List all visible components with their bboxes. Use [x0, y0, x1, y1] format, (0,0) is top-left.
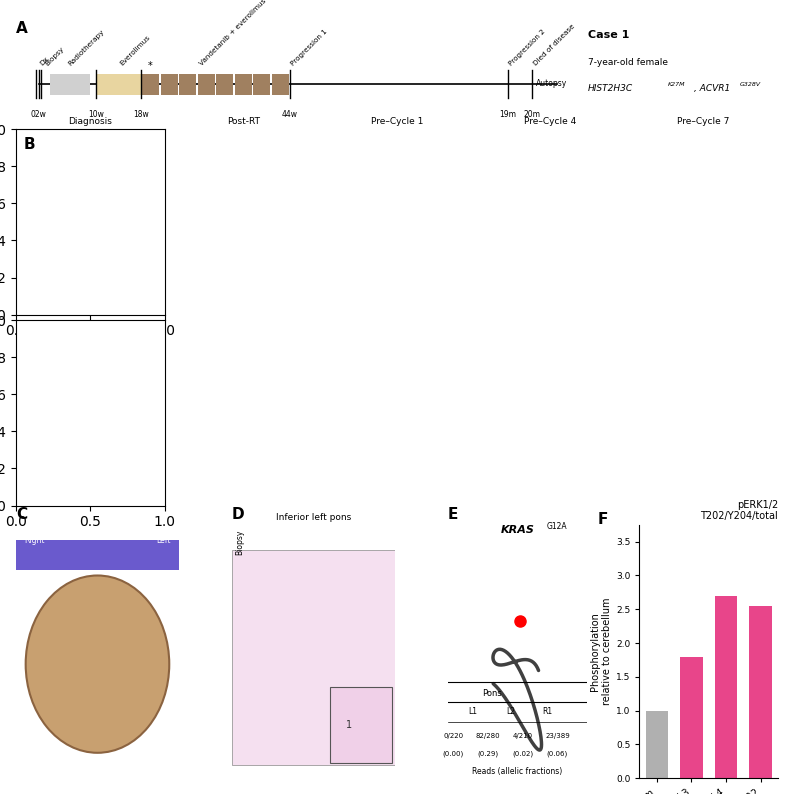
Text: (0.06): (0.06): [547, 750, 568, 757]
Text: ii: ii: [22, 328, 27, 337]
Text: x: x: [635, 328, 641, 337]
Text: A: A: [16, 21, 28, 36]
Text: R1: R1: [542, 707, 553, 716]
Text: F: F: [598, 512, 608, 527]
Text: B: B: [24, 137, 35, 152]
Text: 4/210: 4/210: [513, 733, 533, 738]
Text: , ACVR1: , ACVR1: [694, 83, 730, 93]
Text: Dx: Dx: [39, 56, 50, 67]
Title: pERK1/2
T202/Y204/total: pERK1/2 T202/Y204/total: [700, 499, 778, 522]
Text: Case 1: Case 1: [588, 30, 629, 40]
Text: Pre–Cycle 1: Pre–Cycle 1: [371, 117, 423, 125]
Text: 19m: 19m: [499, 110, 516, 119]
Text: L2: L2: [506, 707, 515, 716]
Bar: [50, 74, 90, 95]
Text: Reads (allelic fractions): Reads (allelic fractions): [472, 766, 562, 776]
Text: Post-RT: Post-RT: [227, 117, 260, 125]
Text: 7-year-old female: 7-year-old female: [588, 58, 668, 67]
Text: v: v: [329, 137, 334, 147]
Ellipse shape: [25, 576, 169, 753]
Text: KRAS: KRAS: [500, 525, 534, 535]
Text: C: C: [16, 507, 27, 522]
Bar: [330, 687, 391, 763]
Text: 23/389: 23/389: [545, 733, 570, 738]
Bar: [272, 74, 289, 95]
Text: Radiotherapy: Radiotherapy: [67, 29, 106, 67]
Bar: [235, 74, 252, 95]
Text: Progression 2: Progression 2: [507, 28, 546, 67]
Text: iii: iii: [175, 137, 183, 147]
Text: Pre–Cycle 4: Pre–Cycle 4: [524, 117, 576, 125]
Text: L1: L1: [468, 707, 477, 716]
Text: 1: 1: [346, 720, 353, 730]
Text: Progression 1: Progression 1: [290, 28, 328, 67]
Bar: [16, 540, 179, 570]
Text: Vandetanib + everolimus: Vandetanib + everolimus: [198, 0, 268, 67]
Text: 0/220: 0/220: [443, 733, 464, 738]
Text: 10w: 10w: [88, 110, 104, 119]
Text: (0.00): (0.00): [443, 750, 464, 757]
Text: 02w: 02w: [31, 110, 47, 119]
Text: Everolimus: Everolimus: [118, 34, 151, 67]
Text: HIST2H3C: HIST2H3C: [588, 83, 633, 93]
Text: ix: ix: [635, 137, 644, 147]
Y-axis label: Phosphorylation
relative to cerebellum: Phosphorylation relative to cerebellum: [590, 598, 612, 705]
Bar: [715, 596, 738, 778]
Text: i: i: [22, 137, 25, 147]
Bar: [179, 74, 196, 95]
Bar: [96, 74, 141, 95]
Text: Diagnosis: Diagnosis: [68, 117, 112, 125]
Bar: [160, 74, 178, 95]
Bar: [750, 606, 772, 778]
Text: viii: viii: [482, 328, 496, 337]
Bar: [216, 74, 233, 95]
Bar: [232, 550, 395, 765]
Text: Inferior left pons: Inferior left pons: [276, 513, 351, 522]
Text: 20m: 20m: [524, 110, 541, 119]
Text: iv: iv: [175, 328, 183, 337]
Bar: [680, 657, 703, 778]
Bar: [198, 74, 214, 95]
Text: Biopsy: Biopsy: [235, 530, 244, 555]
Text: Left: Left: [156, 535, 171, 545]
Text: (0.29): (0.29): [477, 750, 499, 757]
Text: 18w: 18w: [133, 110, 149, 119]
Text: *: *: [148, 61, 153, 71]
Text: 82/280: 82/280: [476, 733, 500, 738]
Text: E: E: [448, 507, 458, 522]
Text: Right: Right: [24, 535, 44, 545]
Bar: [142, 74, 159, 95]
Text: Biopsy: Biopsy: [44, 45, 66, 67]
Bar: [253, 74, 270, 95]
Text: Pons: Pons: [483, 689, 502, 699]
Text: (0.02): (0.02): [512, 750, 534, 757]
Text: Autopsy: Autopsy: [536, 79, 568, 88]
Text: Pre–Cycle 7: Pre–Cycle 7: [677, 117, 730, 125]
Text: G12A: G12A: [546, 522, 567, 531]
Text: K27M: K27M: [668, 82, 685, 87]
Text: 44w: 44w: [282, 110, 298, 119]
Text: G328V: G328V: [740, 82, 761, 87]
Bar: [646, 711, 669, 778]
Text: D: D: [232, 507, 245, 522]
Text: Died of disease: Died of disease: [533, 23, 576, 67]
Text: vi: vi: [329, 328, 337, 337]
Text: vii: vii: [482, 137, 493, 147]
